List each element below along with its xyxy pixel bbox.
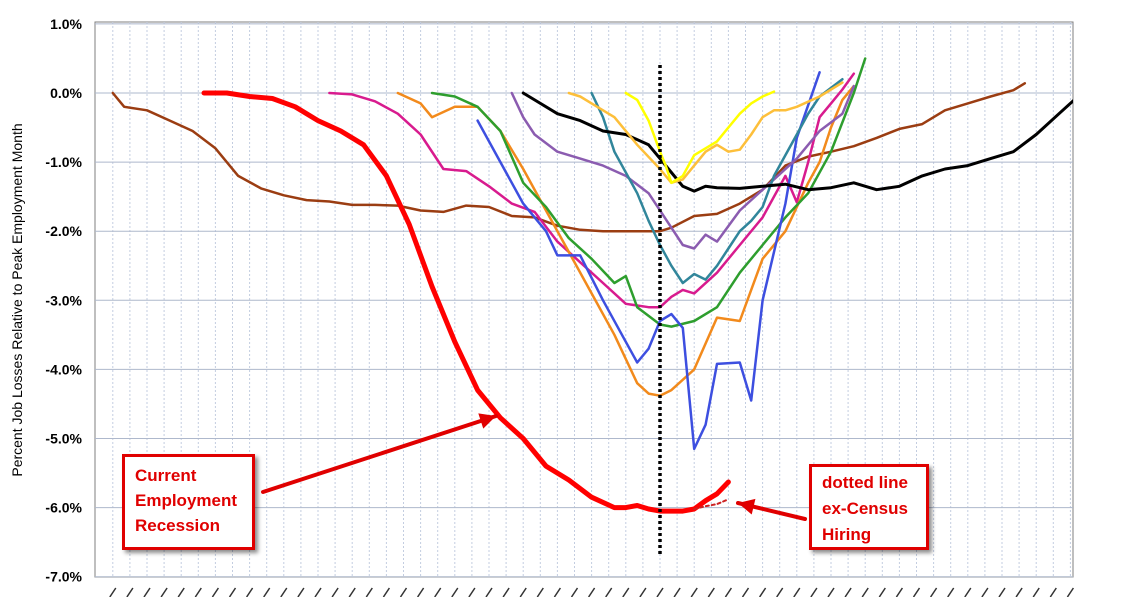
x-tick-label-fragment — [878, 587, 886, 597]
x-tick-label-fragment — [536, 587, 544, 597]
x-tick-label-fragment — [485, 587, 493, 597]
x-tick-label-fragment — [827, 587, 835, 597]
x-tick-label-fragment — [434, 587, 442, 597]
y-tick-label: 0.0% — [50, 85, 82, 101]
y-axis-tick-labels: 1.0% 0.0% -1.0% -2.0% -3.0% -4.0% -5.0% -6.0% -7… — [45, 16, 82, 585]
x-tick-label-fragment — [895, 587, 904, 597]
x-tick-label-fragment — [348, 587, 356, 597]
y-tick-label: -4.0% — [45, 361, 82, 377]
x-tick-label-fragment — [399, 587, 408, 597]
annotation-line: dotted line — [822, 473, 908, 492]
annotation-line: Hiring — [822, 525, 872, 544]
x-tick-label-fragment — [365, 587, 373, 597]
x-tick-label-fragment — [912, 587, 921, 597]
x-tick-marks — [109, 587, 1075, 597]
y-tick-label: -2.0% — [45, 223, 82, 239]
x-tick-label-fragment — [245, 587, 254, 597]
x-tick-label-fragment — [177, 587, 185, 597]
series-line-6 — [476, 71, 821, 451]
x-tick-label-fragment — [468, 587, 476, 597]
x-tick-label-fragment — [1049, 587, 1057, 597]
x-tick-label-fragment — [1015, 587, 1023, 597]
y-tick-label: -1.0% — [45, 154, 82, 170]
series-lines — [111, 57, 1073, 514]
annotation-line: Employment — [135, 491, 238, 510]
x-tick-label-fragment — [416, 587, 425, 597]
current-recession-arrow — [261, 414, 498, 494]
y-tick-label: -6.0% — [45, 500, 82, 516]
x-tick-label-fragment — [844, 587, 852, 597]
x-tick-label-fragment — [587, 587, 596, 597]
y-tick-label: -5.0% — [45, 431, 82, 447]
x-tick-label-fragment — [451, 587, 459, 597]
x-tick-label-fragment — [331, 587, 339, 597]
series-line-0 — [111, 82, 1027, 233]
x-tick-label-fragment — [570, 587, 579, 597]
x-tick-label-fragment — [673, 587, 681, 597]
series-line-1 — [201, 90, 731, 514]
x-tick-label-fragment — [502, 587, 510, 597]
current-recession-annotation: Current Employment Recession — [122, 454, 255, 550]
series-line-8 — [590, 77, 844, 285]
x-tick-label-fragment — [690, 587, 698, 597]
census-hiring-arrow-head — [738, 498, 756, 515]
series-line-2 — [693, 498, 730, 510]
x-tick-label-fragment — [160, 587, 168, 597]
x-tick-label-fragment — [382, 587, 391, 597]
x-tick-label-fragment — [1032, 587, 1040, 597]
x-tick-label-fragment — [724, 587, 733, 597]
current-recession-arrow-head — [478, 413, 496, 429]
x-tick-label-fragment — [297, 587, 305, 597]
y-axis-label: Percent Job Losses Relative to Peak Empl… — [9, 123, 25, 476]
x-tick-label-fragment — [263, 587, 271, 597]
series-line-9 — [521, 91, 1073, 193]
annotation-line: ex-Census — [822, 499, 908, 518]
x-tick-label-fragment — [553, 587, 562, 597]
x-tick-label-fragment — [194, 587, 202, 597]
x-tick-label-fragment — [810, 587, 818, 597]
annotation-line: Recession — [135, 516, 221, 535]
grid-lines — [95, 22, 1073, 578]
x-tick-label-fragment — [964, 587, 972, 597]
x-tick-label-fragment — [126, 587, 134, 597]
series-line-10 — [567, 81, 844, 185]
x-tick-label-fragment — [947, 587, 955, 597]
annotation-line: Current — [135, 466, 197, 485]
x-tick-label-fragment — [998, 587, 1006, 597]
x-tick-label-fragment — [622, 587, 630, 597]
x-tick-label-fragment — [741, 587, 750, 597]
series-line-11 — [624, 90, 776, 185]
x-tick-label-fragment — [861, 587, 869, 597]
x-tick-label-fragment — [981, 587, 989, 597]
x-tick-label-fragment — [1066, 587, 1075, 597]
x-tick-label-fragment — [707, 587, 715, 597]
x-tick-label-fragment — [211, 587, 220, 597]
x-tick-label-fragment — [519, 587, 527, 597]
x-tick-label-fragment — [776, 587, 784, 597]
x-tick-label-fragment — [929, 587, 938, 597]
x-tick-label-fragment — [605, 587, 613, 597]
x-tick-label-fragment — [109, 587, 117, 597]
x-tick-label-fragment — [758, 587, 767, 597]
y-tick-label: 1.0% — [50, 16, 82, 32]
x-tick-label-fragment — [280, 587, 288, 597]
x-tick-label-fragment — [143, 587, 151, 597]
census-hiring-annotation: dotted line ex-Census Hiring — [809, 464, 929, 550]
y-tick-label: -7.0% — [45, 569, 82, 585]
x-tick-label-fragment — [314, 587, 322, 597]
x-tick-label-fragment — [639, 587, 647, 597]
x-tick-label-fragment — [228, 587, 237, 597]
x-tick-label-fragment — [656, 587, 664, 597]
series-line-7 — [510, 84, 856, 250]
series-line-5 — [430, 57, 867, 328]
y-tick-label: -3.0% — [45, 292, 82, 308]
annotation-arrows — [261, 413, 807, 521]
x-tick-label-fragment — [793, 587, 801, 597]
